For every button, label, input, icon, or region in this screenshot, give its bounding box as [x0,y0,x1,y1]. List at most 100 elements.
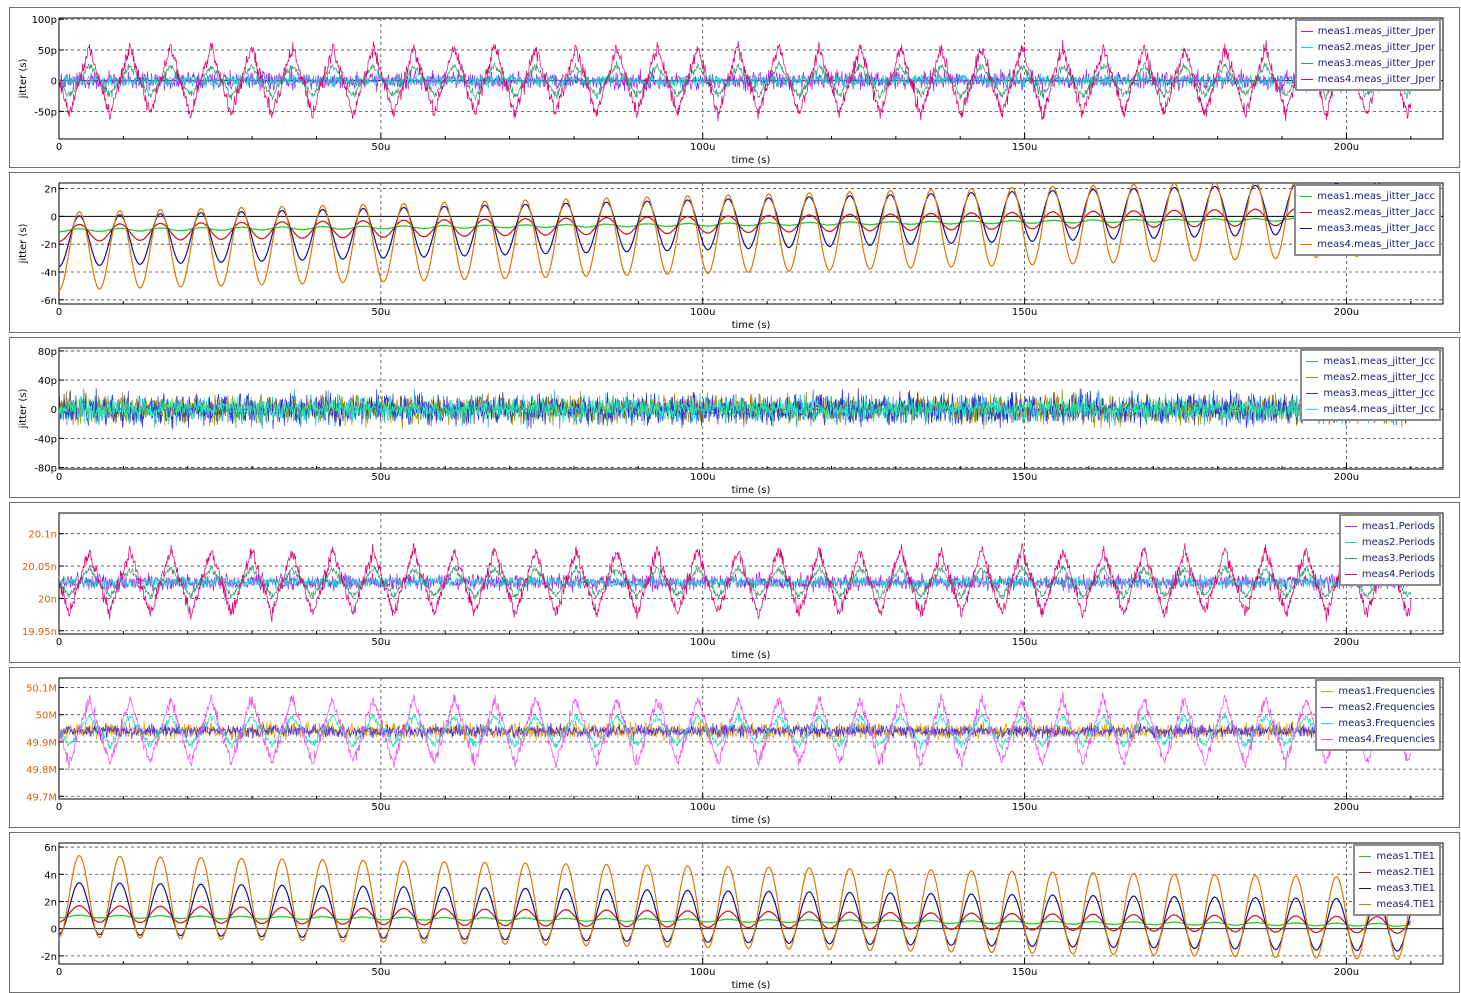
legend-entry[interactable]: meas2.Frequencies [1321,699,1435,715]
legend-label: meas4.meas_jitter_Jcc [1323,403,1435,415]
x-tick-label: 200u [1334,967,1359,978]
y-tick-label: 20n [38,594,57,605]
legend-label: meas2.meas_jitter_Jacc [1317,206,1435,218]
x-tick-label: 50u [371,637,390,648]
traces [59,542,1412,623]
y-tick-label: 20.1n [28,530,57,541]
legend-entry[interactable]: meas2.TIE1 [1359,864,1435,880]
legend-entry[interactable]: meas2.meas_jitter_Jcc [1306,369,1435,385]
legend-entry[interactable]: meas2.meas_jitter_Jper [1300,39,1435,55]
legend-label: meas2.meas_jitter_Jcc [1323,371,1435,383]
y-tick-label: 80p [38,347,57,358]
x-tick-label: 150u [1012,472,1037,483]
y-axis-label: jitter (s) [18,388,29,429]
y-tick-label: 0 [51,212,57,223]
traces [59,39,1412,122]
series-line-3 [59,712,1412,751]
x-tick-label: 100u [690,967,715,978]
legend-swatch [1321,738,1334,740]
legend-swatch [1344,573,1357,575]
legend-entry[interactable]: meas2.Periods [1344,534,1435,550]
traces [59,388,1412,430]
series-line-4 [59,542,1412,623]
legend-entry[interactable]: meas2.meas_jitter_Jacc [1300,204,1435,220]
legend-entry[interactable]: meas1.Periods [1344,518,1435,534]
legend-entry[interactable]: meas4.meas_jitter_Jcc [1306,401,1435,417]
legend-swatch [1344,541,1357,543]
series-line-4 [59,395,1412,424]
legend-entry[interactable]: meas3.meas_jitter_Jper [1300,55,1435,71]
legend-label: meas2.TIE1 [1376,866,1435,878]
series-line-3 [59,882,1412,952]
x-axis-label: time (s) [732,485,771,496]
legend-swatch [1300,30,1313,32]
legend: meas1.Frequencies meas2.Frequencies meas3.… [1315,679,1441,751]
x-tick-label: 50u [371,307,390,318]
x-tick-label: 100u [690,307,715,318]
legend-label: meas3.meas_jitter_Jcc [1323,387,1435,399]
legend-swatch [1344,525,1357,527]
legend-swatch [1359,871,1372,873]
legend-swatch [1306,392,1319,394]
legend-entry[interactable]: meas4.Frequencies [1321,731,1435,747]
x-tick-label: 150u [1012,967,1037,978]
legend-entry[interactable]: meas4.meas_jitter_Jper [1300,71,1435,87]
plot-area [58,677,1444,800]
legend-swatch [1300,46,1313,48]
y-tick-label: 0 [51,77,57,88]
traces [59,183,1412,291]
x-tick-label: 0 [56,142,62,153]
x-tick-label: 0 [56,802,62,813]
legend-entry[interactable]: meas1.meas_jitter_Jcc [1306,353,1435,369]
y-tick-label: -80p [34,464,57,475]
legend-entry[interactable]: meas3.Frequencies [1321,715,1435,731]
legend-label: meas3.Frequencies [1338,717,1435,729]
legend-swatch [1321,722,1334,724]
x-axis-label: time (s) [732,155,771,166]
series-line-2 [59,722,1412,741]
plot-panel: 0 50u 100u 150u 200u time (s) 100p 50p 0 -50p jitt… [9,7,1460,168]
y-tick-label: 2n [44,897,57,908]
legend-entry[interactable]: meas1.meas_jitter_Jper [1300,23,1435,39]
legend-label: meas2.Frequencies [1338,701,1435,713]
y-tick-label: 49.9M [26,738,57,749]
plot-panel: 0 50u 100u 150u 200u time (s) 2n 0 -2n -4n -6n jitt… [9,172,1460,333]
y-tick-label: -6n [41,296,57,307]
series-line-4 [59,691,1412,771]
legend-label: meas3.TIE1 [1376,882,1435,894]
y-tick-label: 100p [32,15,57,26]
series-line-4 [59,39,1412,122]
legend-label: meas4.Periods [1361,568,1435,580]
traces [59,691,1412,771]
plot-svg: 0 50u 100u 150u 200u time (s) 50.1M 50M 49.9M 49.… [26,677,1444,826]
y-tick-label: -2n [41,240,57,251]
legend-entry[interactable]: meas3.Periods [1344,550,1435,566]
legend-entry[interactable]: meas1.Frequencies [1321,683,1435,699]
series-line-3 [59,60,1412,101]
legend-entry[interactable]: meas3.TIE1 [1359,880,1435,896]
y-tick-label: 6n [44,843,57,854]
legend-swatch [1359,855,1372,857]
plot-svg: 0 50u 100u 150u 200u time (s) 6n 4n 2n 0 -2n [41,842,1444,991]
legend-entry[interactable]: meas1.meas_jitter_Jacc [1300,188,1435,204]
x-tick-label: 0 [56,472,62,483]
legend-entry[interactable]: meas4.Periods [1344,566,1435,582]
series-line-1 [59,67,1412,94]
x-axis-label: time (s) [732,320,771,331]
x-tick-label: 100u [690,637,715,648]
legend-swatch [1306,376,1319,378]
legend-entry[interactable]: meas3.meas_jitter_Jacc [1300,220,1435,236]
legend-entry[interactable]: meas4.meas_jitter_Jacc [1300,236,1435,252]
legend-swatch [1300,227,1313,229]
legend-entry[interactable]: meas3.meas_jitter_Jcc [1306,385,1435,401]
x-tick-label: 150u [1012,307,1037,318]
traces [59,855,1412,961]
y-axis-label: jitter (s) [18,58,29,99]
legend-entry[interactable]: meas4.TIE1 [1359,896,1435,912]
x-tick-label: 200u [1334,142,1359,153]
plot-panel: 0 50u 100u 150u 200u time (s) 50.1M 50M 49.9M 49.… [9,667,1460,828]
x-tick-label: 50u [371,802,390,813]
x-tick-label: 150u [1012,802,1037,813]
series-line-4 [59,183,1412,291]
legend-entry[interactable]: meas1.TIE1 [1359,848,1435,864]
